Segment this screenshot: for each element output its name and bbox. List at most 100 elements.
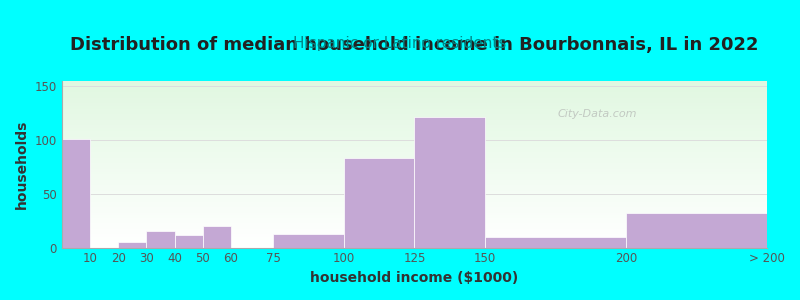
Bar xyxy=(62,182,767,183)
Bar xyxy=(62,197,767,198)
Bar xyxy=(62,171,767,172)
Bar xyxy=(62,102,767,103)
Bar xyxy=(62,119,767,120)
Bar xyxy=(202,226,231,248)
Bar xyxy=(62,160,767,161)
Bar xyxy=(62,128,767,129)
Bar xyxy=(62,146,767,147)
Bar xyxy=(62,168,767,169)
Bar xyxy=(62,86,767,87)
Bar xyxy=(62,210,767,211)
Bar xyxy=(626,213,767,248)
Bar xyxy=(62,100,767,101)
Bar xyxy=(62,246,767,247)
Bar xyxy=(62,194,767,195)
X-axis label: household income ($1000): household income ($1000) xyxy=(310,271,518,285)
Bar xyxy=(62,229,767,230)
Bar xyxy=(62,173,767,174)
Bar xyxy=(62,148,767,149)
Bar xyxy=(62,193,767,194)
Bar xyxy=(62,120,767,121)
Bar xyxy=(274,234,344,248)
Bar xyxy=(62,124,767,125)
Bar xyxy=(62,215,767,216)
Bar xyxy=(62,196,767,197)
Bar xyxy=(62,82,767,83)
Bar xyxy=(62,185,767,186)
Bar xyxy=(62,170,767,171)
Bar xyxy=(62,136,767,137)
Bar xyxy=(62,188,767,189)
Bar xyxy=(62,152,767,153)
Bar xyxy=(62,162,767,163)
Bar xyxy=(62,88,767,89)
Bar xyxy=(62,202,767,203)
Bar xyxy=(62,92,767,93)
Bar xyxy=(62,230,767,231)
Bar xyxy=(62,212,767,213)
Bar xyxy=(62,242,767,243)
Bar xyxy=(485,237,626,248)
Bar xyxy=(62,201,767,202)
Bar xyxy=(62,81,767,82)
Bar xyxy=(62,101,767,102)
Bar xyxy=(62,208,767,209)
Bar xyxy=(62,141,767,142)
Bar xyxy=(62,91,767,92)
Bar xyxy=(62,237,767,238)
Bar xyxy=(62,122,767,123)
Bar xyxy=(62,238,767,239)
Bar xyxy=(62,169,767,170)
Bar xyxy=(62,118,767,119)
Bar xyxy=(62,172,767,173)
Bar xyxy=(62,241,767,242)
Bar xyxy=(62,221,767,222)
Bar xyxy=(62,174,767,175)
Bar xyxy=(62,227,767,228)
Bar xyxy=(62,131,767,132)
Bar xyxy=(62,85,767,86)
Bar xyxy=(62,103,767,104)
Bar xyxy=(62,115,767,116)
Bar xyxy=(62,156,767,157)
Bar xyxy=(62,223,767,224)
Bar xyxy=(62,167,767,168)
Bar xyxy=(62,214,767,215)
Title: Distribution of median household income in Bourbonnais, IL in 2022: Distribution of median household income … xyxy=(70,36,758,54)
Bar xyxy=(62,218,767,219)
Bar xyxy=(62,236,767,237)
Bar xyxy=(62,113,767,114)
Bar xyxy=(62,153,767,154)
Bar xyxy=(62,150,767,151)
Bar xyxy=(62,199,767,200)
Bar xyxy=(62,238,767,239)
Bar xyxy=(62,108,767,109)
Bar xyxy=(62,112,767,113)
Bar xyxy=(62,107,767,108)
Bar xyxy=(62,106,767,107)
Bar xyxy=(62,126,767,127)
Bar xyxy=(62,232,767,233)
Bar xyxy=(62,192,767,193)
Bar xyxy=(62,243,767,244)
Bar xyxy=(62,207,767,208)
Bar xyxy=(62,130,767,131)
Bar xyxy=(62,84,767,85)
Bar xyxy=(174,235,202,248)
Bar xyxy=(62,149,767,150)
Bar xyxy=(344,158,414,247)
Bar xyxy=(62,231,767,232)
Bar xyxy=(62,144,767,145)
Bar xyxy=(62,89,767,90)
Bar xyxy=(62,219,767,220)
Bar xyxy=(62,209,767,210)
Bar xyxy=(118,242,146,248)
Bar xyxy=(62,175,767,176)
Bar xyxy=(62,145,767,146)
Bar xyxy=(62,200,767,201)
Bar xyxy=(62,245,767,246)
Bar xyxy=(62,116,767,117)
Bar xyxy=(62,183,767,184)
Bar xyxy=(62,104,767,105)
Bar xyxy=(62,158,767,159)
